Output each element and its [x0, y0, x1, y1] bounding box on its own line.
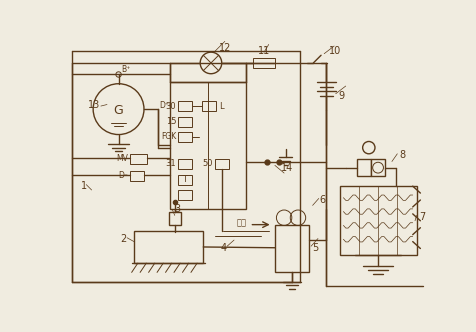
Text: 6: 6 [319, 195, 325, 205]
Text: 15: 15 [166, 117, 176, 126]
Bar [214, 159, 228, 169]
Bar [170, 82, 245, 209]
Text: 1: 1 [81, 181, 87, 191]
Bar [178, 132, 191, 142]
Text: 4: 4 [220, 243, 226, 253]
Bar [274, 225, 308, 272]
Bar [201, 102, 215, 112]
Bar [130, 154, 147, 164]
Bar [168, 212, 180, 225]
Text: 14: 14 [280, 163, 293, 173]
Text: 流热: 流热 [236, 218, 246, 228]
Bar [178, 159, 191, 169]
Text: 5: 5 [312, 243, 318, 253]
Bar [178, 117, 191, 127]
Text: B⁺: B⁺ [121, 65, 130, 74]
Text: MV: MV [117, 154, 129, 163]
Bar [253, 58, 274, 68]
Text: 10: 10 [328, 46, 340, 56]
Text: 31: 31 [165, 159, 176, 168]
Bar [178, 102, 191, 112]
Text: 13: 13 [88, 100, 100, 110]
Text: G: G [113, 104, 123, 117]
Text: 2: 2 [120, 233, 126, 243]
Bar [134, 231, 203, 263]
Text: L: L [218, 102, 223, 111]
Text: FGK: FGK [161, 132, 176, 141]
Bar [339, 186, 416, 255]
Text: 12: 12 [218, 42, 230, 52]
Text: 11: 11 [258, 45, 270, 56]
Text: 3: 3 [174, 204, 180, 214]
Text: 9: 9 [338, 91, 344, 101]
Bar [130, 171, 144, 181]
Bar [357, 159, 370, 176]
Bar [370, 159, 384, 176]
Bar [178, 190, 191, 200]
Text: D⁻: D⁻ [119, 171, 129, 180]
Text: 8: 8 [399, 150, 405, 160]
Text: D⁺: D⁺ [159, 101, 169, 110]
Text: 50: 50 [202, 159, 213, 168]
Text: T: T [182, 175, 187, 184]
Text: 7: 7 [418, 212, 424, 222]
Text: 30: 30 [165, 102, 176, 111]
Bar [178, 175, 191, 185]
